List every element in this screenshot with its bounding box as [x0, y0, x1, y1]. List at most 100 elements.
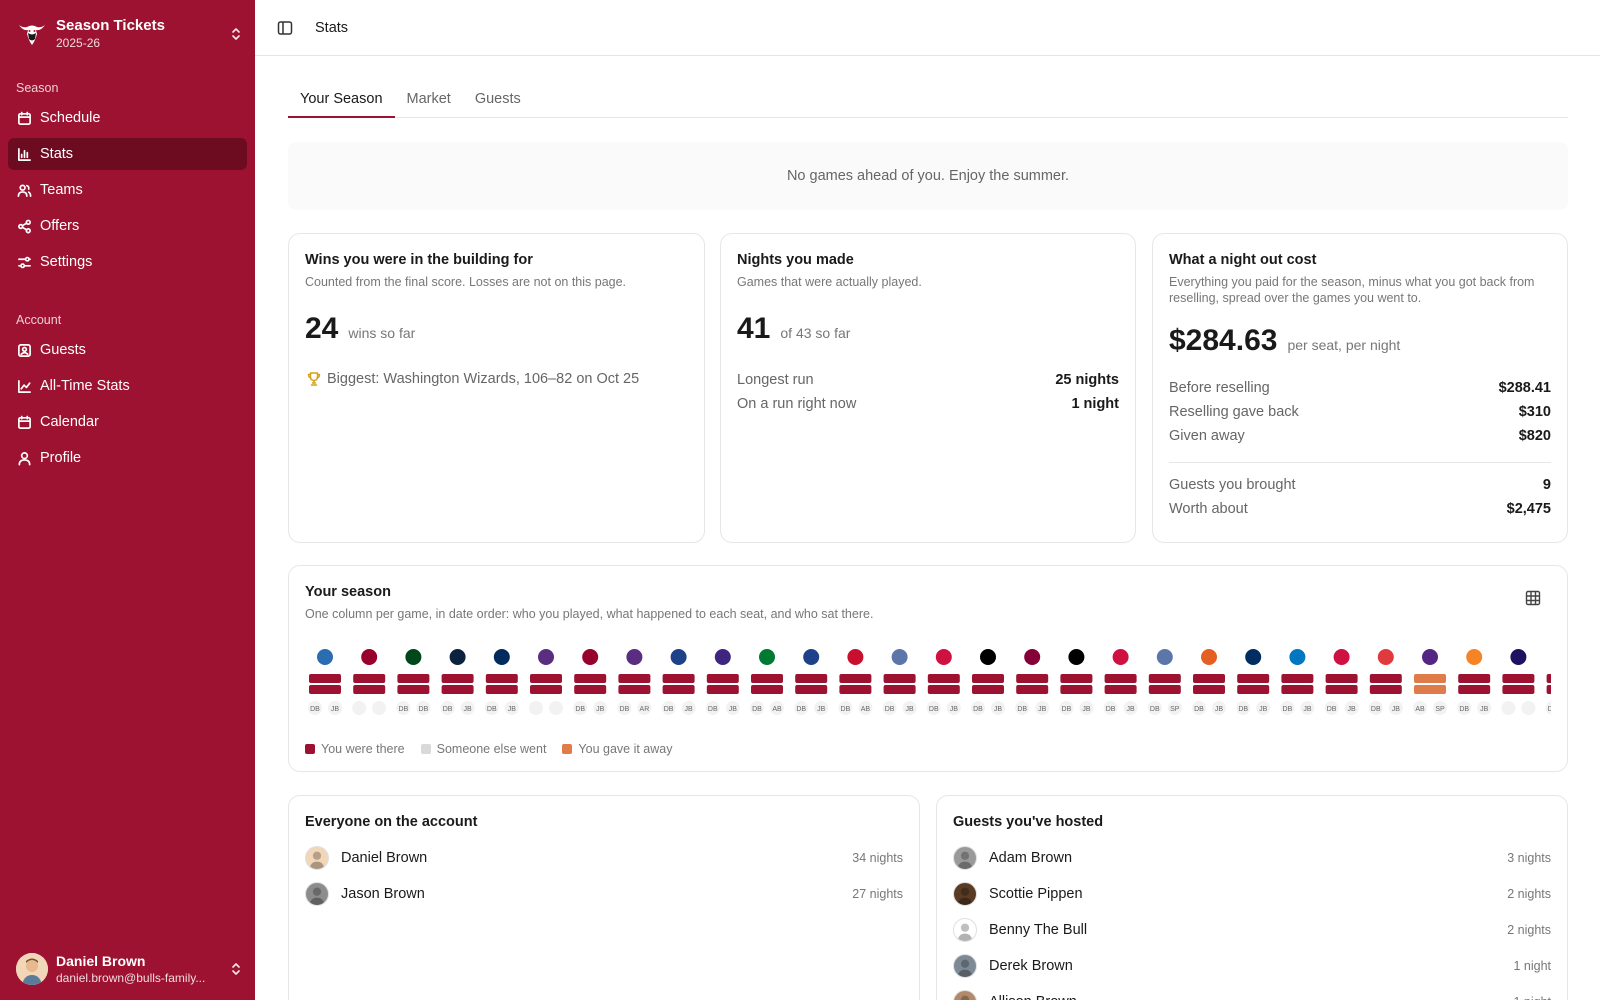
sidebar-item-guests[interactable]: Guests [8, 334, 247, 366]
sidebar-item-offers[interactable]: Offers [8, 210, 247, 242]
game-column[interactable]: DB JB [926, 649, 961, 715]
game-column[interactable]: DB JB [308, 649, 342, 715]
seat-holder-initials: DB [1548, 706, 1551, 713]
game-column[interactable]: DB JB [882, 649, 917, 715]
seat-1-mark [530, 674, 562, 683]
seat-holder-badge [705, 701, 720, 715]
game-column[interactable]: DB JB [573, 649, 608, 715]
person-row[interactable]: Derek Brown 1 night [953, 948, 1551, 984]
game-column[interactable]: DB JB [794, 649, 829, 715]
person-row[interactable]: Daniel Brown 34 nights [305, 840, 903, 876]
seat-holder-initials: DB [620, 706, 630, 713]
team-logo-icon [1156, 649, 1173, 665]
seat-1-mark [1237, 674, 1270, 683]
chevrons-up-down-icon[interactable] [228, 26, 244, 42]
seat-1-mark [397, 674, 430, 683]
seat-1-mark [706, 674, 739, 683]
game-column[interactable]: DB JB [1192, 649, 1226, 715]
chevrons-up-down-icon[interactable] [228, 961, 244, 977]
game-column[interactable]: DB JB [440, 649, 475, 715]
game-column[interactable]: DB JB [971, 649, 1005, 715]
person-row[interactable]: Scottie Pippen 2 nights [953, 876, 1551, 912]
game-column[interactable]: DB JB [661, 649, 696, 715]
seat-holder-badge [1236, 701, 1251, 715]
table-view-icon[interactable] [1525, 590, 1543, 608]
seat-holder-initials: DB [1017, 706, 1027, 713]
row-label: Given away [1169, 428, 1245, 444]
sidebar-item-calendar[interactable]: Calendar [8, 406, 247, 438]
sidebar-item-label: Stats [40, 146, 74, 162]
wins-suffix: wins so far [348, 325, 416, 341]
wins-card: Wins you were in the building for Counte… [288, 233, 705, 543]
game-column[interactable]: DB [1545, 649, 1551, 715]
game-column[interactable]: DB JB [705, 649, 740, 715]
team-switcher[interactable]: Season Tickets 2025-26 [16, 14, 244, 54]
game-column[interactable]: DB JB [1368, 649, 1403, 715]
team-logo-icon [1201, 649, 1217, 665]
seat-holder-initials: DB [487, 706, 497, 713]
game-column[interactable]: DB JB [1280, 649, 1315, 715]
nav-account-section: Account Guests All-Time Stats Calendar P… [8, 310, 247, 478]
season-strip[interactable]: DB JB DB DB DB JB DB JB DB JB DB AR DB JB DB JB DB AB DB JB… [305, 646, 1551, 718]
tab-your-season[interactable]: Your Season [288, 82, 395, 118]
sidebar-item-teams[interactable]: Teams [8, 174, 247, 206]
seat-holder-badge [1079, 701, 1094, 715]
game-column[interactable]: DB JB [1059, 649, 1094, 715]
game-column[interactable]: AB SP [1413, 649, 1447, 715]
user-menu[interactable]: Daniel Brown daniel.brown@bulls-family..… [16, 951, 244, 987]
avatar [305, 882, 329, 906]
seat-holder-initials: DB [841, 706, 851, 713]
legend: You were there Someone else went You gav… [305, 742, 688, 756]
seat-holder-badge [1123, 701, 1138, 715]
seat-1-mark [1458, 674, 1491, 683]
row-label: Longest run [737, 372, 814, 388]
legend-item: Someone else went [420, 742, 546, 756]
game-column[interactable]: DB DB [396, 649, 431, 715]
person-row[interactable]: Adam Brown 3 nights [953, 840, 1551, 876]
game-column[interactable]: DB JB [1103, 649, 1138, 715]
game-column[interactable]: DB AB [838, 649, 873, 715]
sidebar-item-profile[interactable]: Profile [8, 442, 247, 474]
avatar [16, 953, 48, 985]
sidebar-item-all-time-stats[interactable]: All-Time Stats [8, 370, 247, 402]
seat-2-mark [883, 685, 916, 694]
tab-bar: Your Season Market Guests [288, 82, 1568, 118]
game-column[interactable] [1501, 649, 1536, 715]
game-column[interactable]: DB JB [1015, 649, 1050, 715]
game-column[interactable] [529, 649, 563, 715]
team-logo-icon [1245, 649, 1262, 665]
tab-guests[interactable]: Guests [474, 91, 521, 107]
game-column[interactable]: DB SP [1147, 649, 1182, 715]
game-column[interactable]: DB AR [617, 649, 652, 715]
game-column[interactable]: DB AB [750, 649, 784, 715]
person-row[interactable]: Jason Brown 27 nights [305, 876, 903, 912]
seat-holder-badge [529, 701, 543, 715]
sidebar-item-schedule[interactable]: Schedule [8, 102, 247, 134]
game-column[interactable]: DB JB [1457, 649, 1492, 715]
game-column[interactable]: DB JB [484, 649, 519, 715]
seat-2-mark [1237, 685, 1270, 694]
seat-holder-initials: DB [1371, 706, 1381, 713]
seat-1-mark [1325, 674, 1358, 683]
tab-market[interactable]: Market [406, 91, 451, 107]
seat-1-mark [795, 674, 828, 683]
season-card: Your season One column per game, in date… [288, 565, 1568, 772]
seat-holder-badge [750, 701, 764, 715]
seat-holder-initials: DB [1283, 706, 1293, 713]
team-logo-icon [493, 649, 510, 665]
person-nights: 2 nights [1507, 887, 1551, 901]
team-logo-icon [935, 649, 952, 665]
seat-holder-badge [1035, 701, 1050, 715]
game-column[interactable]: DB JB [1324, 649, 1359, 715]
game-column[interactable] [352, 649, 387, 715]
game-column[interactable]: DB JB [1236, 649, 1271, 715]
seat-holder-badge [617, 701, 632, 715]
legend-label: You gave it away [578, 742, 673, 756]
person-row[interactable]: Benny The Bull 2 nights [953, 912, 1551, 948]
sidebar-toggle-icon[interactable] [275, 18, 295, 38]
seat-holder-initials: JB [817, 706, 826, 713]
sidebar-item-stats[interactable]: Stats [8, 138, 247, 170]
seat-holder-badge [770, 701, 784, 715]
sidebar-item-settings[interactable]: Settings [8, 246, 247, 278]
